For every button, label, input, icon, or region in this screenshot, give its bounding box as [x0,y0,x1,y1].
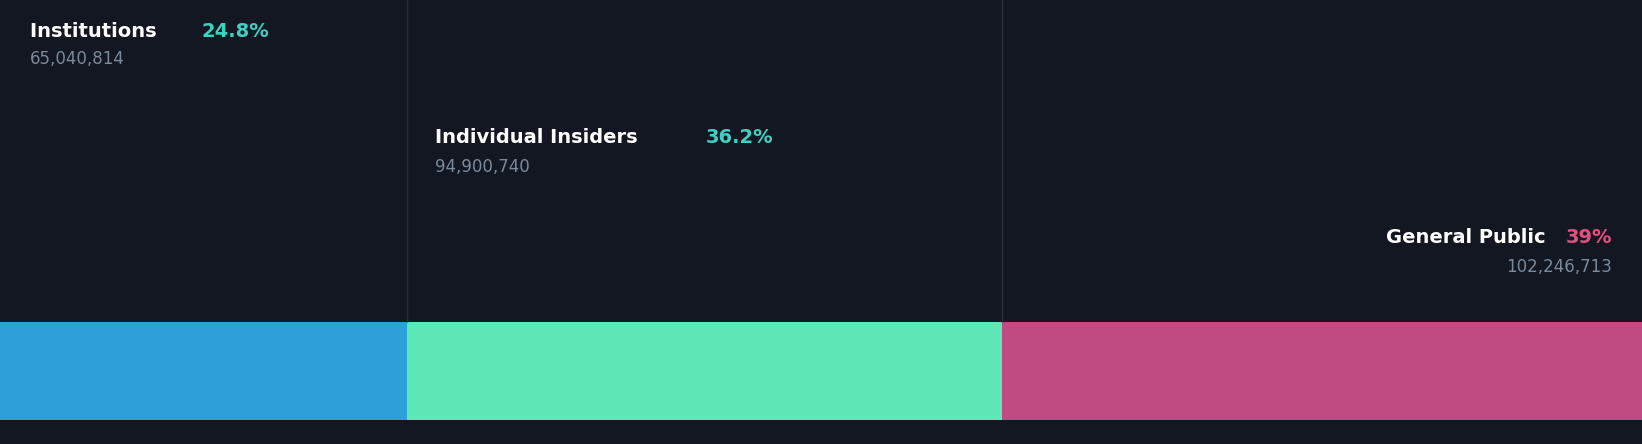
Text: 65,040,814: 65,040,814 [30,50,125,68]
Text: 94,900,740: 94,900,740 [435,158,530,176]
Text: 24.8%: 24.8% [202,22,269,41]
Text: Institutions: Institutions [30,22,163,41]
Bar [1002,322,1642,420]
Bar [0,322,407,420]
Bar [407,322,1002,420]
Text: 102,246,713: 102,246,713 [1507,258,1612,276]
Text: General Public: General Public [1386,228,1552,247]
Text: Individual Insiders: Individual Insiders [435,128,645,147]
Text: 36.2%: 36.2% [706,128,773,147]
Text: 39%: 39% [1566,228,1612,247]
